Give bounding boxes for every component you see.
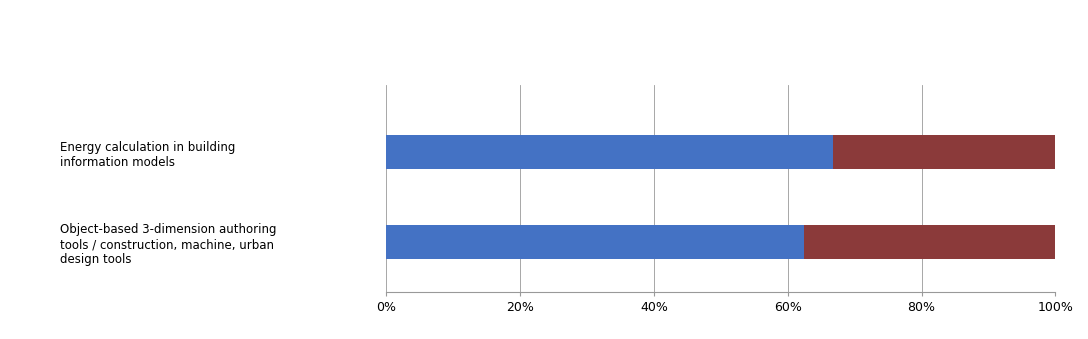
Bar xyxy=(804,225,1055,259)
Bar xyxy=(386,135,832,169)
Bar xyxy=(832,135,1055,169)
Bar xyxy=(386,225,804,259)
